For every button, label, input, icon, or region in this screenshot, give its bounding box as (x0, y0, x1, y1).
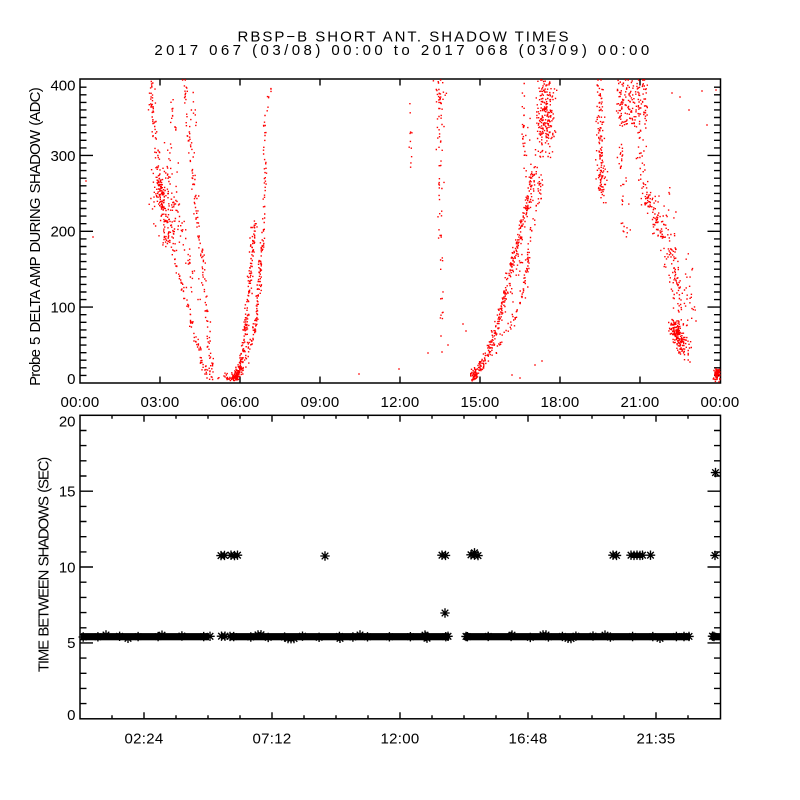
svg-text:0: 0 (67, 707, 75, 724)
svg-text:100: 100 (50, 299, 75, 316)
svg-text:Probe 5 DELTA AMP DURING SHADO: Probe 5 DELTA AMP DURING SHADOW (ADC) (27, 87, 44, 386)
svg-text:RBSP−B SHORT ANT. SHADOW TIMES: RBSP−B SHORT ANT. SHADOW TIMES (238, 28, 571, 45)
svg-text:07:12: 07:12 (252, 731, 291, 748)
svg-text:300: 300 (50, 148, 75, 165)
svg-text:21:00: 21:00 (620, 394, 659, 411)
svg-text:12:00: 12:00 (380, 731, 419, 748)
svg-text:21:35: 21:35 (636, 731, 675, 748)
svg-text:12:00: 12:00 (380, 394, 419, 411)
svg-text:18:00: 18:00 (540, 394, 579, 411)
svg-text:200: 200 (50, 224, 75, 241)
svg-text:00:00: 00:00 (60, 394, 99, 411)
svg-text:09:00: 09:00 (300, 394, 339, 411)
svg-text:06:00: 06:00 (220, 394, 259, 411)
svg-text:03:00: 03:00 (140, 394, 179, 411)
svg-text:10: 10 (59, 559, 76, 576)
svg-text:TIME BETWEEN SHADOWS (SEC): TIME BETWEEN SHADOWS (SEC) (36, 457, 53, 672)
svg-text:15: 15 (59, 483, 76, 500)
svg-text:2017 067 (03/08) 00:00 to 2017: 2017 067 (03/08) 00:00 to 2017 068 (03/0… (154, 42, 652, 59)
svg-text:0: 0 (67, 371, 75, 388)
svg-text:16:48: 16:48 (508, 731, 547, 748)
svg-text:00:00: 00:00 (700, 394, 739, 411)
svg-text:15:00: 15:00 (460, 394, 499, 411)
svg-text:400: 400 (50, 78, 75, 95)
svg-text:20: 20 (59, 413, 76, 430)
svg-text:5: 5 (67, 635, 75, 652)
svg-text:02:24: 02:24 (124, 731, 163, 748)
